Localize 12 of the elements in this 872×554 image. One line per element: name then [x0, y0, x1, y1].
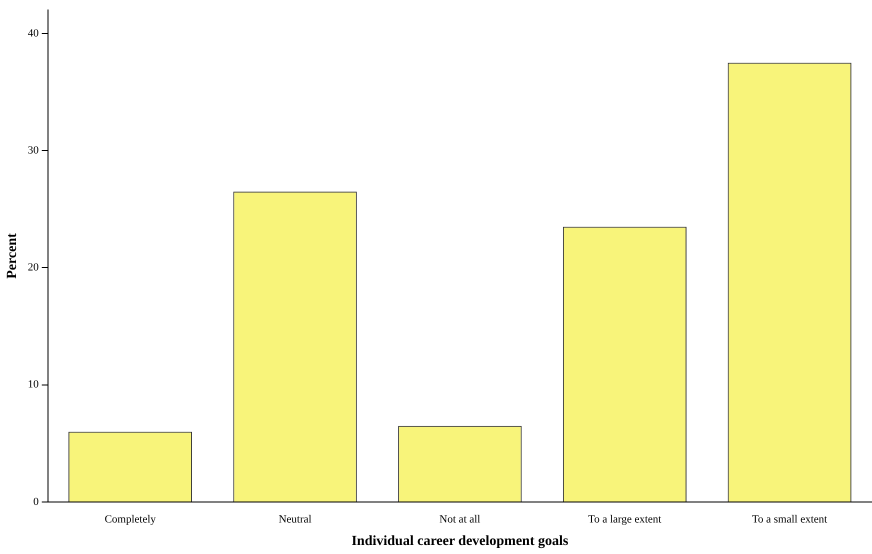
y-tick-label: 20	[28, 262, 40, 274]
y-tick-label: 30	[28, 144, 40, 156]
x-tick-label: Neutral	[278, 513, 312, 526]
x-tick-label: Completely	[104, 513, 156, 526]
x-tick-label: To a large extent	[588, 513, 662, 526]
x-tick-label: To a small extent	[752, 513, 828, 526]
x-tick-label: Not at all	[439, 513, 480, 526]
x-axis-title: Individual career development goals	[351, 534, 569, 550]
y-tick-label: 0	[33, 496, 40, 508]
y-tick-label: 40	[28, 27, 40, 40]
y-axis-title: Percent	[5, 232, 20, 279]
y-tick-label: 10	[28, 378, 40, 391]
